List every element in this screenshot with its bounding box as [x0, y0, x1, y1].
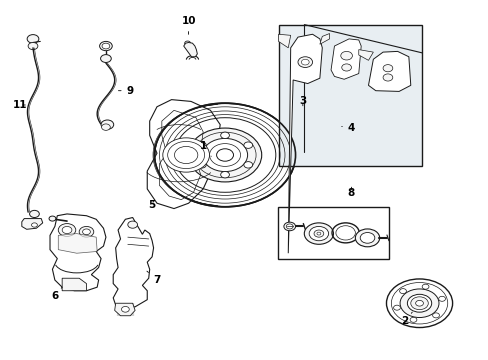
Polygon shape: [50, 214, 106, 291]
Text: 7: 7: [146, 271, 161, 285]
Circle shape: [220, 171, 229, 178]
Circle shape: [101, 55, 111, 63]
Circle shape: [62, 226, 72, 234]
Circle shape: [360, 233, 374, 243]
Circle shape: [184, 41, 190, 45]
Circle shape: [202, 138, 247, 172]
Polygon shape: [62, 278, 86, 291]
Circle shape: [244, 142, 252, 148]
Polygon shape: [368, 51, 410, 91]
Text: 11: 11: [13, 100, 27, 110]
Polygon shape: [287, 34, 322, 253]
Circle shape: [244, 162, 252, 168]
Circle shape: [382, 74, 392, 81]
Circle shape: [28, 42, 38, 50]
Circle shape: [79, 226, 94, 237]
Text: 6: 6: [51, 287, 62, 301]
Bar: [278, 24, 421, 166]
Text: 9: 9: [118, 86, 134, 96]
Text: 3: 3: [299, 96, 306, 107]
Polygon shape: [358, 50, 372, 60]
Circle shape: [154, 103, 295, 207]
Circle shape: [415, 300, 423, 306]
Bar: [277, 207, 388, 258]
Text: 8: 8: [347, 187, 354, 198]
Circle shape: [197, 162, 206, 168]
Circle shape: [58, 224, 76, 237]
Circle shape: [163, 138, 209, 172]
Circle shape: [335, 226, 355, 240]
Polygon shape: [319, 33, 329, 44]
Circle shape: [286, 224, 292, 229]
Circle shape: [121, 306, 129, 312]
Polygon shape: [113, 217, 153, 309]
Circle shape: [174, 147, 198, 163]
Circle shape: [30, 210, 39, 217]
Text: 2: 2: [401, 312, 411, 326]
Circle shape: [216, 149, 233, 161]
Polygon shape: [183, 42, 197, 57]
Circle shape: [410, 297, 427, 310]
Text: 5: 5: [148, 200, 155, 210]
Polygon shape: [278, 34, 290, 48]
Circle shape: [421, 284, 428, 289]
Polygon shape: [115, 303, 135, 316]
Circle shape: [82, 229, 90, 235]
Circle shape: [399, 289, 406, 294]
Circle shape: [340, 51, 352, 60]
Text: 1: 1: [199, 141, 211, 156]
Text: 4: 4: [341, 123, 354, 133]
Circle shape: [197, 142, 206, 148]
Circle shape: [432, 313, 439, 318]
Circle shape: [341, 64, 351, 71]
Circle shape: [102, 124, 110, 130]
Circle shape: [399, 289, 438, 318]
Circle shape: [407, 294, 431, 312]
Text: 10: 10: [181, 16, 195, 34]
Circle shape: [355, 229, 379, 247]
Polygon shape: [330, 39, 361, 79]
Circle shape: [382, 64, 392, 72]
Circle shape: [301, 59, 308, 65]
Circle shape: [316, 232, 320, 235]
Polygon shape: [58, 234, 97, 253]
Circle shape: [101, 120, 114, 129]
Circle shape: [409, 317, 416, 322]
Polygon shape: [22, 219, 42, 229]
Circle shape: [220, 132, 229, 139]
Circle shape: [31, 223, 37, 227]
Circle shape: [127, 221, 137, 228]
Circle shape: [313, 230, 323, 237]
Circle shape: [438, 296, 445, 301]
Circle shape: [49, 216, 56, 221]
Circle shape: [102, 43, 110, 49]
Circle shape: [284, 222, 295, 231]
Circle shape: [27, 35, 39, 43]
Circle shape: [308, 226, 328, 241]
Circle shape: [304, 223, 333, 244]
Circle shape: [386, 279, 452, 328]
Circle shape: [188, 128, 261, 182]
Circle shape: [297, 57, 312, 67]
Polygon shape: [147, 100, 220, 208]
Circle shape: [100, 41, 112, 51]
Circle shape: [393, 305, 400, 310]
